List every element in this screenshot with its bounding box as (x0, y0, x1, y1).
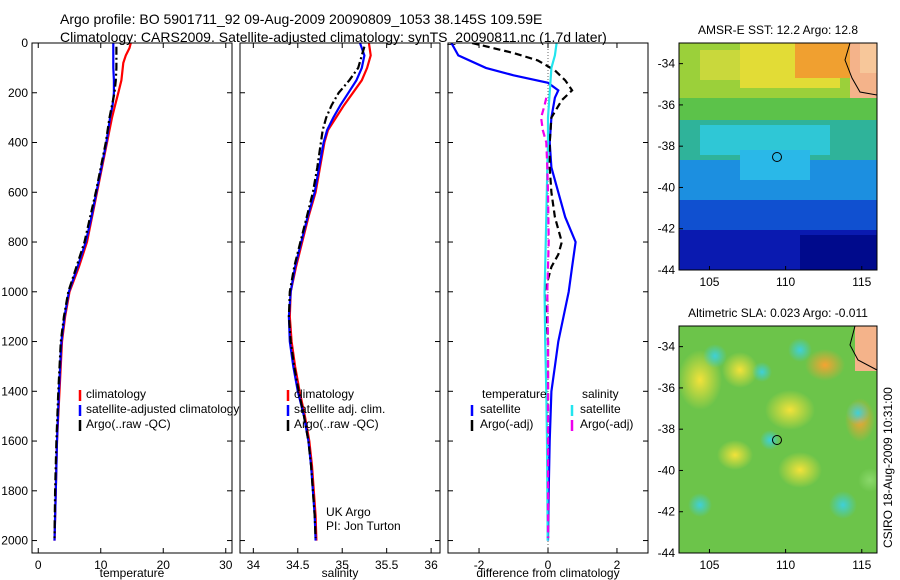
x-tick-label: -2 (474, 558, 485, 572)
series-group (450, 43, 577, 541)
map-y-tick-label: -42 (658, 505, 676, 519)
map-x-tick-label: 105 (699, 558, 719, 572)
legend-entry: Argo(..raw -QC) (86, 417, 171, 431)
y-tick-label: 2000 (1, 534, 28, 548)
map-y-tick-label: -34 (658, 340, 676, 354)
x-axis-label: difference from climatology (476, 566, 619, 580)
map-y-tick-label: -44 (658, 546, 676, 560)
series-line-black (287, 46, 366, 539)
sst-map: AMSR-E SST: 12.2 Argo: 12.8 105 110 115 -44… (658, 23, 878, 289)
x-tick-label: 35 (336, 558, 350, 572)
figure-title-line-2: Climatology: CARS2009. Satellite-adjuste… (60, 29, 607, 45)
plot-frame (239, 42, 441, 554)
x-axis-label: temperature (100, 566, 165, 580)
y-tick-label: 0 (21, 36, 28, 50)
figure-title-line-1: Argo profile: BO 5901711_92 09-Aug-2009 … (60, 11, 543, 27)
map-x-tick-label: 110 (776, 558, 795, 572)
x-tick-label: 34 (247, 558, 261, 572)
x-tick-label: 0 (35, 558, 42, 572)
legend-entry: climatology (294, 387, 354, 401)
legend-entry: Argo(-adj) (480, 417, 533, 431)
annotation-text: PI: Jon Turton (326, 519, 401, 533)
series-line-red (288, 43, 372, 541)
x-tick-label: 10 (94, 558, 108, 572)
map-x-tick-label: 115 (852, 275, 871, 289)
y-tick-label: 1400 (1, 384, 28, 398)
x-tick-label: 35.5 (375, 558, 399, 572)
legend-entry: satellite-adjusted climatology (86, 402, 239, 416)
legend-entry: satellite (580, 402, 621, 416)
y-tick-label: 200 (8, 86, 28, 100)
series-line-cyan (543, 43, 558, 541)
y-tick-label: 1800 (1, 484, 28, 498)
map-y-tick-label: -44 (658, 263, 676, 277)
map-y-tick-label: -40 (658, 463, 676, 477)
legend-entry: satellite adj. clim. (294, 402, 385, 416)
legend-entry: salinity (582, 387, 619, 401)
sla-field (679, 326, 877, 553)
sla-map: Altimetric SLA: 0.023 Argo: -0.011 105 11… (658, 306, 878, 572)
legend-entry: climatology (86, 387, 146, 401)
map-y-tick-label: -34 (658, 57, 676, 71)
sst-axes: 105 110 115 -44 -42 -40 -38 -36 -34 (658, 57, 872, 289)
map-y-tick-label: -42 (658, 222, 676, 236)
sst-field (679, 43, 877, 270)
map-y-tick-label: -36 (658, 381, 676, 395)
series-group (53, 43, 132, 541)
series-line-black (471, 43, 574, 539)
legend-entry: Argo(-adj) (580, 417, 633, 431)
x-tick-label: 36 (424, 558, 438, 572)
map-y-tick-label: -38 (658, 422, 676, 436)
sla-argo-marker (772, 435, 782, 445)
annotation-text: UK Argo (326, 505, 371, 519)
y-tick-label: 1200 (1, 335, 28, 349)
x-tick-label: 30 (219, 558, 233, 572)
map-x-tick-label: 110 (776, 275, 795, 289)
y-tick-label: 400 (8, 136, 28, 150)
legend-entry: Argo(..raw -QC) (294, 417, 379, 431)
y-tick-label: 1000 (1, 285, 28, 299)
series-line-magenta (539, 97, 550, 539)
sst-map-title: AMSR-E SST: 12.2 Argo: 12.8 (698, 23, 858, 37)
x-tick-label: 0 (545, 558, 552, 572)
y-tick-label: 1600 (1, 434, 28, 448)
plot-frame (31, 42, 233, 554)
sst-argo-marker (772, 152, 782, 162)
sla-map-title: Altimetric SLA: 0.023 Argo: -0.011 (688, 306, 868, 320)
x-tick-label: 2 (614, 558, 621, 572)
series-line-blue (450, 43, 577, 541)
sla-axes: 105 110 115 -44 -42 -40 -38 -36 -34 (658, 340, 872, 572)
profile-panel-1: 0 10 20 30 temperature 0 200 400 600 800 1000 1200 1… (1, 36, 239, 580)
y-tick-label: 800 (8, 235, 28, 249)
series-line-blue (53, 43, 116, 541)
map-x-tick-label: 105 (699, 275, 719, 289)
series-group (287, 43, 372, 541)
footer-stamp: CSIRO 18-Aug-2009 10:31:00 (881, 387, 895, 548)
x-axis-label: salinity (322, 566, 359, 580)
series-line-red (53, 43, 132, 541)
series-line-black (53, 46, 118, 539)
x-tick-label: 20 (157, 558, 171, 572)
map-y-tick-label: -36 (658, 98, 676, 112)
profile-panel-2: 34 34.5 35 35.5 36 salinity climatologysatelli… (239, 42, 441, 580)
x-tick-label: 34.5 (286, 558, 310, 572)
map-y-tick-label: -40 (658, 180, 676, 194)
legend-entry: temperature (482, 387, 547, 401)
map-y-tick-label: -38 (658, 139, 676, 153)
y-tick-label: 600 (8, 185, 28, 199)
legend-entry: satellite (480, 402, 521, 416)
map-x-tick-label: 115 (852, 558, 871, 572)
